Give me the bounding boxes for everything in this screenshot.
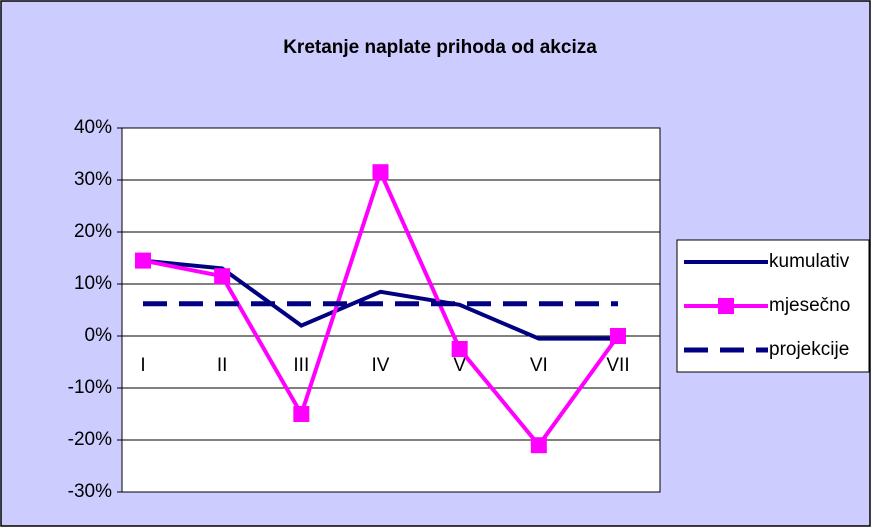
x-tick-label: II: [217, 355, 228, 376]
marker: [293, 406, 310, 422]
y-tick-label: 40%: [74, 117, 112, 138]
marker: [451, 341, 468, 357]
y-tick-label: 10%: [74, 273, 112, 294]
y-tick-label: 30%: [74, 169, 112, 190]
y-tick-label: -10%: [68, 377, 112, 398]
x-tick-label: VII: [606, 355, 629, 376]
x-tick-label: I: [140, 355, 145, 376]
plot-area: [121, 127, 661, 493]
x-tick-label: III: [293, 355, 309, 376]
y-tick-label: -30%: [68, 481, 112, 502]
legend-label: kumulativ: [769, 251, 850, 272]
marker: [214, 268, 231, 285]
marker: [135, 252, 151, 269]
y-tick-label: -20%: [68, 429, 112, 450]
legend-marker: [718, 298, 734, 314]
y-tick-label: 20%: [74, 221, 112, 242]
marker: [372, 164, 389, 181]
legend-label: projekcije: [769, 339, 849, 360]
x-tick-label: VI: [530, 355, 548, 376]
y-tick-label: 0%: [85, 325, 113, 346]
marker: [530, 437, 547, 454]
legend-label: mjesečno: [769, 295, 850, 316]
marker: [610, 328, 626, 344]
x-tick-label: IV: [372, 355, 390, 376]
x-tick-label: V: [453, 355, 466, 376]
chart-title: Kretanje naplate prihoda od akciza: [283, 37, 597, 58]
